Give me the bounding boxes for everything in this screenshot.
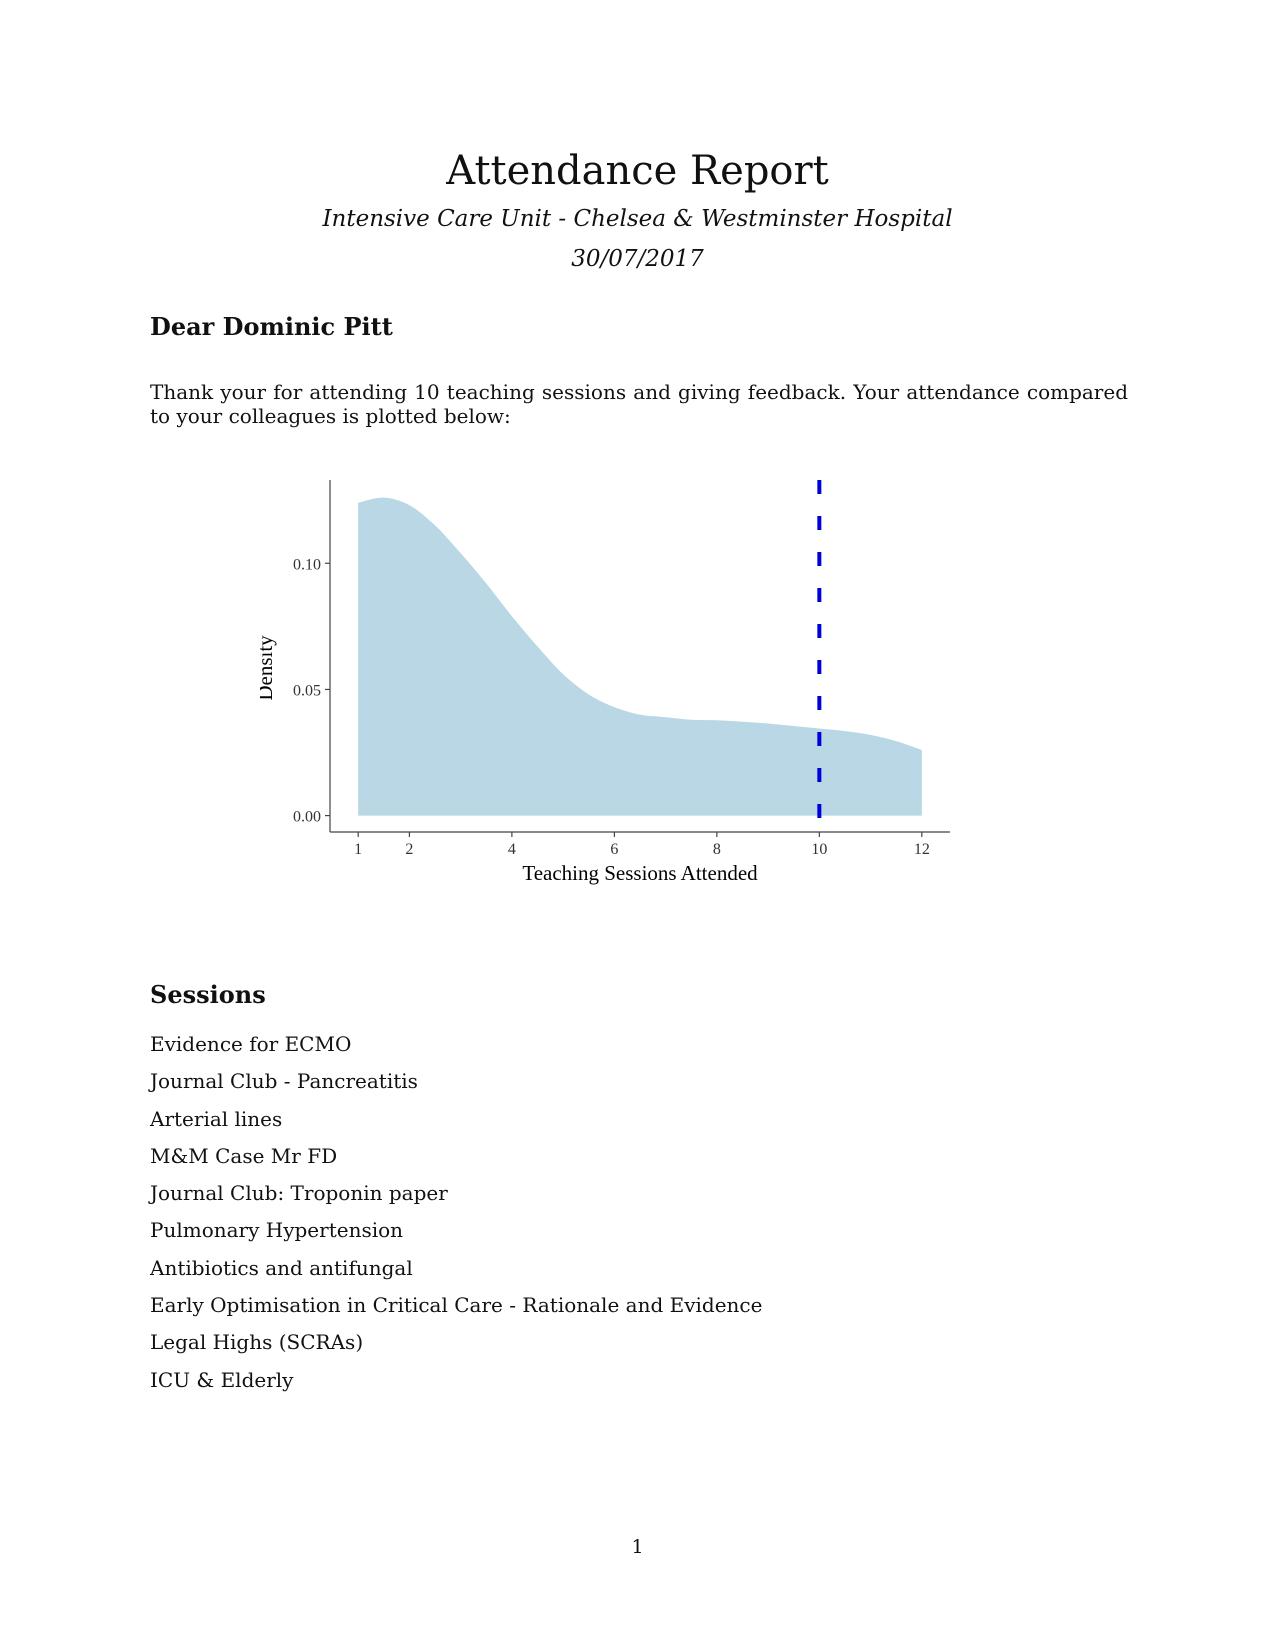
x-axis-title: Teaching Sessions Attended <box>522 861 758 885</box>
session-item: Journal Club: Troponin paper <box>150 1181 448 1206</box>
y-tick-label: 0.10 <box>293 556 321 573</box>
report-date: 30/07/2017 <box>571 246 704 272</box>
greeting-heading: Dear Dominic Pitt <box>150 312 393 341</box>
y-tick-label: 0.05 <box>293 682 321 699</box>
y-tick-label: 0.00 <box>293 809 321 826</box>
density-area <box>358 497 922 816</box>
attendance-density-chart: 0.00 0.05 0.10 1 2 4 6 8 10 12 Teaching Sessions A… <box>253 480 980 904</box>
session-item: Antibiotics and antifungal <box>150 1255 413 1280</box>
sessions-list: Evidence for ECMO Journal Club - Pancreat… <box>150 1032 762 1405</box>
session-item: ICU & Elderly <box>150 1367 294 1392</box>
sessions-heading: Sessions <box>150 980 266 1009</box>
report-title: Attendance Report <box>446 148 829 194</box>
x-tick-label: 1 <box>354 841 362 858</box>
session-item: Evidence for ECMO <box>150 1032 352 1056</box>
x-tick-label: 10 <box>811 841 827 858</box>
x-tick-label: 4 <box>508 841 516 858</box>
x-tick-label: 8 <box>713 841 721 858</box>
x-tick-label: 2 <box>405 841 413 858</box>
y-axis-title: Density <box>260 635 277 701</box>
session-item: Early Optimisation in Critical Care - Ra… <box>150 1293 763 1318</box>
x-tick-label: 12 <box>914 841 930 858</box>
intro-paragraph: Thank your for attending 10 teaching ses… <box>150 380 1128 428</box>
x-tick-label: 6 <box>610 841 618 858</box>
session-item: Arterial lines <box>150 1106 283 1131</box>
session-item: Legal Highs (SCRAs) <box>150 1330 364 1355</box>
report-subtitle: Intensive Care Unit - Chelsea & Westmins… <box>322 206 953 232</box>
session-item: M&M Case Mr FD <box>150 1143 338 1168</box>
page-number: 1 <box>631 1536 644 1558</box>
session-item: Pulmonary Hypertension <box>150 1218 404 1243</box>
session-item: Journal Club - Pancreatitis <box>150 1069 418 1094</box>
